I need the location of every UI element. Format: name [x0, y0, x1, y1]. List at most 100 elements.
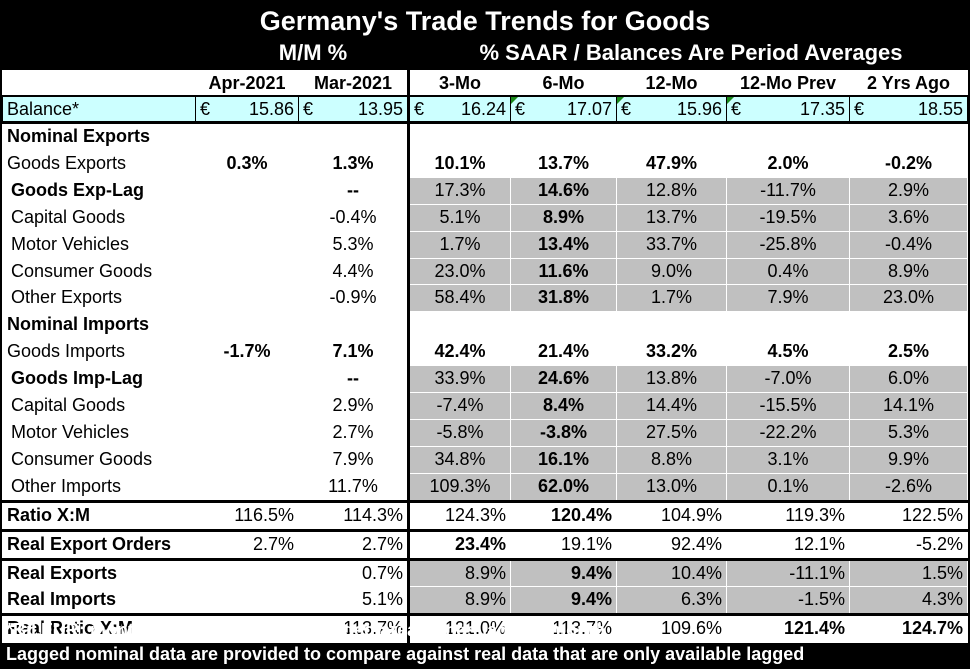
table-cell [616, 311, 727, 340]
table-cell [195, 284, 299, 313]
table-cell [195, 418, 299, 447]
table-cell: 2.9% [298, 392, 409, 420]
table-cell: 92.4% [616, 528, 727, 560]
table-cell: 6.0% [849, 365, 968, 394]
table-cell [726, 121, 850, 151]
balance-cell: €17.07 [510, 95, 617, 123]
table-row: Capital Goods 2.9% -7.4% 8.4% 14.4% -15.5% 14.… [2, 392, 968, 420]
table-cell: 2.7% [195, 528, 299, 560]
table-cell: 121.0% [407, 613, 511, 644]
table-cell: 1.5% [849, 557, 968, 588]
col-mar-2021: Mar-2021 [298, 70, 409, 97]
col-12-mo: 12-Mo [616, 70, 727, 97]
table-cell: 3.1% [726, 445, 850, 474]
table-cell: -22.2% [726, 418, 850, 447]
table-cell: 62.0% [510, 472, 617, 502]
table-row: Goods Exports 0.3% 1.3% 10.1% 13.7% 47.9% 2.0%… [2, 149, 968, 178]
col-2-yrs-ago: 2 Yrs Ago [849, 70, 968, 97]
table-cell: 124.3% [407, 499, 511, 531]
table-cell: 9.9% [849, 445, 968, 474]
table-cell: 33.7% [616, 230, 727, 259]
table-cell: 0.7% [298, 557, 409, 588]
table-cell: -25.8% [726, 230, 850, 259]
table-cell: 12.1% [726, 528, 850, 560]
table-cell [195, 365, 299, 394]
balance-value: 17.35 [799, 99, 845, 119]
row-label: Goods Exports [2, 149, 196, 178]
table-cell: 11.7% [298, 472, 409, 502]
table-row: Ratio X:M 116.5% 114.3% 124.3% 120.4% 104.9% 1… [2, 499, 968, 531]
table-cell: 16.1% [510, 445, 617, 474]
subheader-saar: % SAAR / Balances Are Period Averages [479, 40, 903, 65]
table-cell: 14.6% [510, 176, 617, 205]
col-6-mo: 6-Mo [510, 70, 617, 97]
table-cell: 116.5% [195, 499, 299, 531]
table-cell: 0.4% [726, 257, 850, 286]
table-cell: -5.2% [849, 528, 968, 560]
table-cell: 19.1% [510, 528, 617, 560]
table-cell: -7.0% [726, 365, 850, 394]
row-label: Nominal Exports [2, 121, 196, 151]
corner-cell [2, 70, 196, 97]
table-cell [510, 311, 617, 340]
row-label: Other Exports [2, 284, 196, 313]
table-row: Real Exports 0.7% 8.9% 9.4% 10.4% -11.1% 1.5% [2, 557, 968, 588]
table-cell: 5.1% [298, 586, 409, 616]
table-cell [195, 257, 299, 286]
table-cell: 1.7% [616, 284, 727, 313]
table-cell [195, 445, 299, 474]
table-cell: 13.8% [616, 365, 727, 394]
balance-value: 13.95 [357, 99, 403, 119]
table-cell: 14.4% [616, 392, 727, 420]
table-row: Goods Imports -1.7% 7.1% 42.4% 21.4% 33.2% 4.5… [2, 338, 968, 367]
subheader: M/M % % SAAR / Balances Are Period Avera… [0, 38, 970, 68]
table-cell: -2.6% [849, 472, 968, 502]
euro-sign: € [621, 99, 632, 119]
table-cell: 3.6% [849, 203, 968, 232]
table-cell: -5.8% [407, 418, 511, 447]
euro-sign: € [303, 99, 314, 119]
table-cell: 109.3% [407, 472, 511, 502]
trade-table: Apr-2021 Mar-2021 3-Mo 6-Mo 12-Mo 12-Mo … [2, 70, 968, 644]
table-cell: 27.5% [616, 418, 727, 447]
table-row: Goods Exp-Lag -- 17.3% 14.6% 12.8% -11.7% 2.9% [2, 176, 968, 205]
balance-value: 16.24 [460, 99, 506, 119]
row-label: Consumer Goods [2, 445, 196, 474]
table-cell: 5.3% [849, 418, 968, 447]
table-cell: 122.5% [849, 499, 968, 531]
table-cell: 8.8% [616, 445, 727, 474]
table-cell [298, 121, 409, 151]
row-label: Capital Goods [2, 392, 196, 420]
table-cell: 8.9% [407, 557, 511, 588]
table-cell [298, 311, 409, 340]
table-cell: -0.2% [849, 149, 968, 178]
balance-label: Balance* [2, 95, 196, 123]
table-cell: 113.7% [298, 613, 409, 644]
row-label: Consumer Goods [2, 257, 196, 286]
table-cell: -3.8% [510, 418, 617, 447]
row-label: Motor Vehicles [2, 230, 196, 259]
table-cell: 9.0% [616, 257, 727, 286]
table-cell [726, 311, 850, 340]
table-cell: 13.0% [616, 472, 727, 502]
table-cell: 7.9% [298, 445, 409, 474]
table-cell: 34.8% [407, 445, 511, 474]
balance-cell: €18.55 [849, 95, 968, 123]
table-cell: -7.4% [407, 392, 511, 420]
row-label: Real Export Orders [2, 528, 196, 560]
table-cell: 0.1% [726, 472, 850, 502]
table-cell: 5.3% [298, 230, 409, 259]
table-cell [849, 121, 968, 151]
balance-value: 15.96 [676, 99, 722, 119]
table-cell [407, 121, 511, 151]
euro-sign: € [200, 99, 211, 119]
table-cell: 2.5% [849, 338, 968, 367]
table-cell: 14.1% [849, 392, 968, 420]
table-cell: 4.3% [849, 586, 968, 616]
table-cell: 8.9% [407, 586, 511, 616]
table-cell: -- [298, 176, 409, 205]
table-cell: 13.7% [510, 149, 617, 178]
table-cell: -11.7% [726, 176, 850, 205]
table-cell: 2.9% [849, 176, 968, 205]
table-cell [849, 311, 968, 340]
